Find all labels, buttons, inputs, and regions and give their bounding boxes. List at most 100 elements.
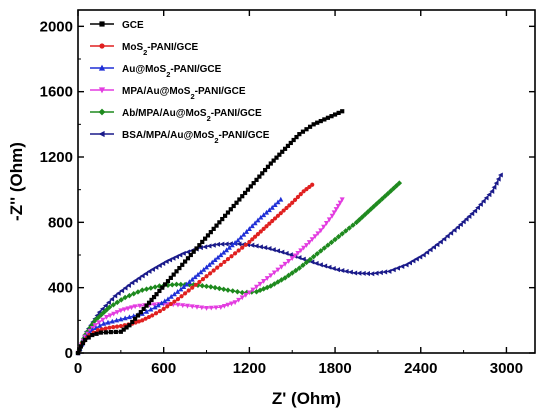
data-point bbox=[463, 216, 469, 222]
data-point bbox=[486, 192, 492, 198]
data-point bbox=[148, 285, 154, 291]
data-point bbox=[136, 275, 142, 281]
data-point bbox=[189, 276, 195, 282]
data-point bbox=[163, 259, 169, 265]
data-point bbox=[264, 224, 269, 229]
x-tick-label: 0 bbox=[74, 360, 82, 377]
data-point bbox=[95, 314, 101, 321]
data-point bbox=[175, 289, 181, 294]
data-point bbox=[114, 317, 120, 323]
data-point bbox=[181, 284, 187, 289]
data-point bbox=[105, 319, 111, 325]
y-tick-label: 1600 bbox=[40, 84, 73, 101]
data-point bbox=[135, 313, 141, 318]
legend-item-0: GCE bbox=[90, 20, 144, 31]
data-point bbox=[339, 231, 345, 237]
data-point bbox=[234, 289, 241, 295]
legend-text-part: MPA/Au@MoS bbox=[122, 86, 191, 97]
series-layer bbox=[75, 109, 503, 356]
data-point bbox=[218, 252, 224, 258]
data-point bbox=[278, 264, 285, 270]
data-point bbox=[148, 306, 154, 312]
data-point bbox=[132, 277, 138, 283]
legend-text-part: BSA/MPA/Au@MoS bbox=[122, 130, 215, 141]
data-point bbox=[281, 208, 286, 213]
data-point bbox=[275, 199, 281, 205]
data-point bbox=[311, 122, 316, 127]
data-point bbox=[424, 249, 430, 255]
data-point bbox=[197, 243, 202, 248]
data-point bbox=[441, 236, 447, 242]
data-point bbox=[336, 110, 341, 115]
data-point bbox=[126, 292, 133, 299]
data-point bbox=[240, 194, 245, 199]
data-point bbox=[407, 260, 412, 266]
data-point bbox=[326, 217, 332, 223]
data-point bbox=[146, 268, 152, 274]
data-point bbox=[137, 303, 143, 309]
data-point bbox=[225, 210, 231, 215]
legend-label: GCE bbox=[122, 20, 144, 31]
data-point bbox=[155, 302, 161, 308]
data-point bbox=[235, 237, 241, 243]
data-point bbox=[399, 263, 405, 269]
data-point bbox=[304, 187, 309, 192]
data-point bbox=[288, 252, 293, 258]
data-point bbox=[253, 284, 260, 290]
data-point bbox=[229, 301, 235, 307]
data-point bbox=[264, 276, 270, 282]
data-point bbox=[109, 296, 115, 302]
data-point bbox=[275, 213, 281, 218]
data-point bbox=[143, 316, 148, 321]
data-point bbox=[252, 220, 258, 226]
data-point bbox=[257, 174, 262, 179]
data-point bbox=[202, 244, 208, 250]
data-point bbox=[122, 294, 128, 301]
data-point bbox=[335, 233, 342, 240]
data-point bbox=[206, 262, 212, 267]
data-point bbox=[129, 305, 135, 311]
data-point bbox=[184, 303, 191, 309]
data-point bbox=[115, 290, 121, 296]
data-point bbox=[310, 253, 317, 260]
data-point bbox=[258, 229, 263, 234]
data-point bbox=[101, 320, 107, 326]
series-4 bbox=[75, 180, 403, 356]
data-point bbox=[275, 279, 281, 285]
data-point bbox=[282, 275, 288, 281]
data-point bbox=[177, 252, 183, 258]
data-point bbox=[171, 291, 177, 297]
data-point bbox=[271, 281, 278, 287]
data-point bbox=[232, 300, 238, 306]
data-point bbox=[78, 344, 83, 349]
data-point bbox=[221, 303, 227, 309]
data-point bbox=[339, 197, 345, 203]
data-point bbox=[97, 323, 103, 328]
legend-label: BSA/MPA/Au@MoS2-PANI/GCE bbox=[122, 130, 270, 145]
legend-marker bbox=[98, 108, 106, 116]
data-point bbox=[216, 285, 223, 292]
data-point bbox=[188, 252, 193, 258]
data-point bbox=[165, 279, 171, 284]
data-point bbox=[318, 228, 324, 234]
data-point bbox=[165, 304, 170, 309]
data-point bbox=[156, 262, 162, 268]
data-point bbox=[125, 306, 131, 312]
data-point bbox=[199, 305, 205, 311]
data-point bbox=[203, 283, 210, 290]
data-point bbox=[100, 317, 106, 323]
data-point bbox=[232, 251, 238, 256]
legend-subscript: 2 bbox=[214, 136, 218, 145]
data-point bbox=[219, 241, 225, 247]
data-point bbox=[98, 330, 103, 335]
data-point bbox=[275, 267, 281, 273]
data-point bbox=[186, 279, 192, 285]
data-point bbox=[199, 283, 205, 289]
data-point bbox=[83, 337, 88, 343]
data-point bbox=[106, 304, 113, 310]
data-point bbox=[313, 260, 319, 266]
data-point bbox=[121, 327, 126, 332]
legend-subscript: 2 bbox=[166, 70, 170, 79]
x-tick-label: 3000 bbox=[490, 360, 523, 377]
x-tick-label: 2400 bbox=[404, 360, 437, 377]
